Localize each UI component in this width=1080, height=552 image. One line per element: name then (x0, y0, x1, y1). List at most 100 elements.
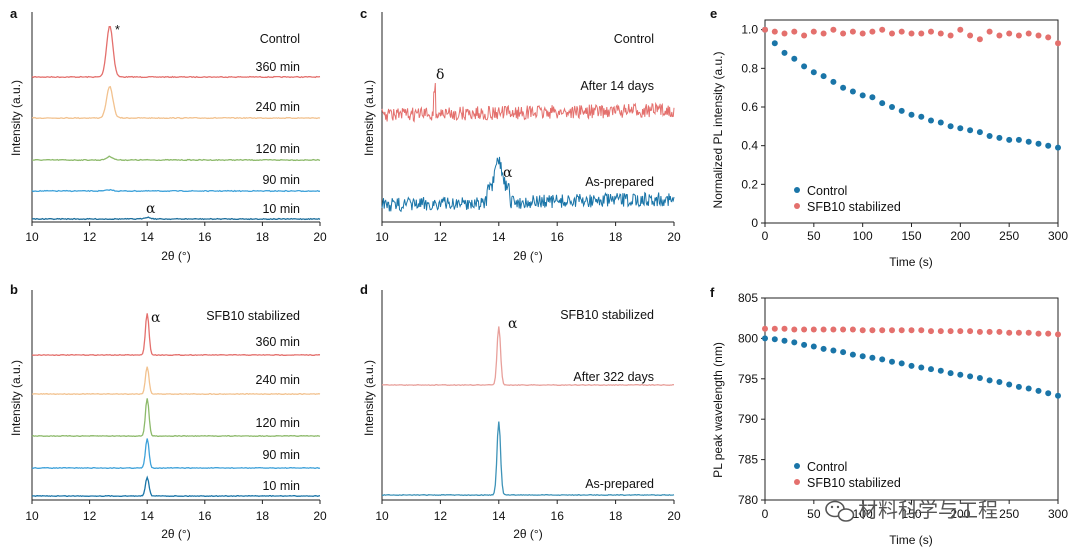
point-e-0-18 (937, 119, 944, 126)
plot-area-c: 10 12 14 16 18 20 (375, 12, 681, 244)
point-e-0-29 (1045, 142, 1052, 149)
panel-b: b Intensity (a.u.) 10 12 14 16 18 20 SFB10 st… (9, 282, 327, 541)
series-label-a-90: 90 min (262, 173, 300, 187)
x-tick-label-c-14: 14 (492, 230, 506, 244)
point-f-1-4 (801, 326, 808, 333)
watermark-text: 材料科学与工程 (858, 499, 998, 522)
point-e-0-7 (830, 78, 837, 85)
y-axis-label-d: Intensity (a.u.) (362, 360, 376, 436)
x-tick-label-b-18: 18 (256, 509, 270, 523)
trace-a-1 (31, 85, 321, 120)
x-axis-label-e: Time (s) (889, 255, 933, 269)
x-axis-label-a: 2θ (°) (161, 249, 190, 263)
point-f-0-20 (957, 371, 964, 378)
x-tick-label-e-300: 300 (1048, 229, 1068, 243)
y-tick-label-e-0: 0 (751, 216, 758, 230)
x-tick-label-f-150: 150 (901, 507, 921, 521)
x-tick-label-e-50: 50 (807, 229, 821, 243)
x-tick-label-c-18: 18 (609, 230, 623, 244)
legend-title-b: SFB10 stabilized (206, 309, 300, 323)
y-tick-label-e-1.0: 1.0 (741, 23, 758, 37)
x-tick-label-a-14: 14 (141, 230, 155, 244)
point-f-1-30 (1055, 331, 1061, 338)
point-f-1-27 (1025, 329, 1032, 336)
point-f-0-24 (996, 379, 1003, 385)
y-tick-label-f-785: 785 (738, 453, 758, 467)
point-f-0-11 (869, 354, 876, 361)
point-e-0-2 (781, 49, 788, 56)
x-tick-label-b-20: 20 (313, 509, 327, 523)
point-e-0-6 (820, 73, 827, 80)
x-axis-label-f: Time (s) (889, 533, 933, 547)
point-e-0-26 (1015, 136, 1022, 143)
point-f-1-20 (957, 328, 964, 335)
y-tick-label-e-0.6: 0.6 (741, 100, 758, 114)
point-f-1-12 (879, 327, 886, 334)
point-f-0-5 (810, 343, 817, 350)
point-e-0-23 (986, 133, 993, 139)
y-tick-label-e-0.2: 0.2 (741, 177, 758, 191)
point-f-0-25 (1006, 381, 1013, 388)
x-tick-label-f-300: 300 (1048, 507, 1068, 521)
point-e-0-13 (889, 104, 895, 110)
x-tick-label-b-10: 10 (25, 509, 39, 523)
legend-marker-f-sfb10 (794, 479, 800, 485)
trace-a-4 (31, 216, 321, 221)
point-f-1-2 (781, 325, 788, 332)
series-label-a-360: 360 min (256, 60, 301, 74)
point-f-0-21 (967, 373, 974, 380)
wechat-icon (825, 500, 855, 522)
panel-f: f PL peak wavelength (nm) 0 50 100 150 200 25… (710, 285, 1068, 547)
point-f-1-24 (996, 328, 1003, 335)
point-f-0-27 (1025, 385, 1032, 392)
x-tick-label-d-12: 12 (434, 509, 448, 523)
point-e-1-8 (840, 30, 847, 37)
x-tick-label-c-16: 16 (551, 230, 565, 244)
trace-d-1 (382, 421, 675, 497)
point-f-1-6 (820, 326, 827, 333)
point-f-1-28 (1035, 330, 1042, 337)
point-f-0-9 (849, 351, 856, 358)
point-e-1-21 (967, 32, 974, 39)
x-tick-label-a-16: 16 (198, 230, 212, 244)
point-f-1-23 (986, 328, 993, 335)
panel-label-f: f (710, 285, 715, 300)
point-f-0-1 (771, 336, 778, 343)
trace-c-0 (381, 82, 675, 123)
legend-label-e-control: Control (807, 184, 847, 198)
point-e-1-2 (781, 30, 788, 37)
point-e-1-5 (810, 28, 817, 35)
point-f-0-29 (1045, 390, 1052, 397)
point-e-1-19 (947, 32, 954, 39)
series-label-a-240: 240 min (256, 100, 301, 114)
point-f-0-7 (830, 347, 837, 354)
point-e-0-20 (957, 125, 964, 132)
point-e-1-15 (908, 30, 915, 37)
point-f-1-17 (928, 328, 934, 335)
point-e-1-3 (791, 28, 798, 35)
legend-title-a: Control (260, 32, 300, 46)
x-axis-label-c: 2θ (°) (513, 249, 542, 263)
x-tick-label-e-250: 250 (999, 229, 1019, 243)
point-f-0-3 (791, 339, 798, 346)
y-tick-label-f-800: 800 (738, 331, 758, 345)
point-e-1-26 (1015, 32, 1022, 39)
point-f-1-26 (1015, 329, 1022, 336)
point-f-1-11 (869, 327, 876, 334)
point-f-0-2 (781, 337, 788, 344)
point-e-1-17 (928, 28, 934, 35)
panel-e: e Normalized PL intensity (a.u.) 0 50 100 1… (710, 6, 1068, 269)
annotation-a-alpha: α (146, 201, 156, 217)
x-tick-label-e-100: 100 (853, 229, 873, 243)
trace-a-2 (32, 155, 321, 162)
point-f-1-0 (762, 325, 768, 332)
point-e-1-10 (859, 30, 866, 37)
series-label-c-asprep: As-prepared (585, 175, 654, 189)
point-f-1-25 (1006, 329, 1013, 336)
point-f-0-16 (918, 364, 925, 371)
point-e-0-4 (801, 63, 808, 70)
point-f-1-9 (849, 326, 856, 333)
plot-area-d: 10 12 14 16 18 20 (375, 290, 681, 523)
point-e-1-9 (849, 28, 856, 35)
point-f-0-13 (889, 358, 895, 365)
